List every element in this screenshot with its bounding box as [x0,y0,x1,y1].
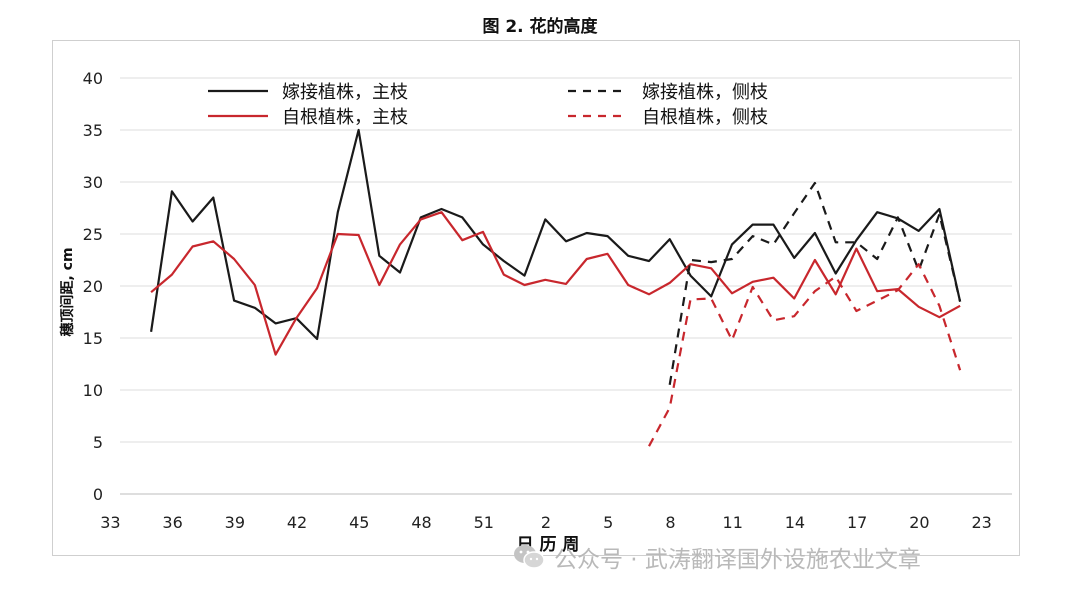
x-tick-label: 8 [665,513,675,532]
x-tick-label: 17 [847,513,867,532]
y-tick-label: 0 [93,485,103,504]
watermark: 公众号 · 武涛翻译国外设施农业文章 [512,540,921,574]
x-tick-label: 51 [474,513,494,532]
x-tick-label: 2 [541,513,551,532]
y-tick-label: 20 [83,277,103,296]
x-tick-label: 48 [411,513,431,532]
y-tick-label: 35 [83,121,103,140]
x-tick-label: 5 [603,513,613,532]
x-tick-label: 33 [100,513,120,532]
x-tick-label: 42 [287,513,307,532]
series-line-1 [150,128,962,341]
series-line-3 [668,181,962,385]
series-line-2 [150,211,961,356]
legend-label: 嫁接植株，侧枝 [642,82,768,103]
x-tick-label: 11 [723,513,743,532]
chart-title: 图 2. 花的高度 [482,17,598,37]
y-tick-label: 25 [83,225,103,244]
legend-label: 自根植株，侧枝 [642,107,768,128]
x-tick-label: 36 [162,513,182,532]
watermark-text: 公众号 · 武涛翻译国外设施农业文章 [554,547,921,573]
y-tick-label: 10 [83,381,103,400]
series-line-4 [648,263,962,447]
y-tick-label: 5 [93,433,103,452]
wechat-icon [514,545,545,569]
x-tick-label: 45 [349,513,369,532]
legend-label: 自根植株，主枝 [282,107,408,128]
y-tick-label: 30 [83,173,103,192]
x-tick-label: 39 [225,513,245,532]
y-axis-title: 穗顶间距, cm [59,247,76,336]
x-tick-label: 14 [785,513,805,532]
y-tick-label: 15 [83,329,103,348]
y-tick-label: 40 [83,69,103,88]
legend-label: 嫁接植株，主枝 [282,82,408,103]
x-tick-label: 20 [909,513,929,532]
x-tick-label: 23 [971,513,991,532]
